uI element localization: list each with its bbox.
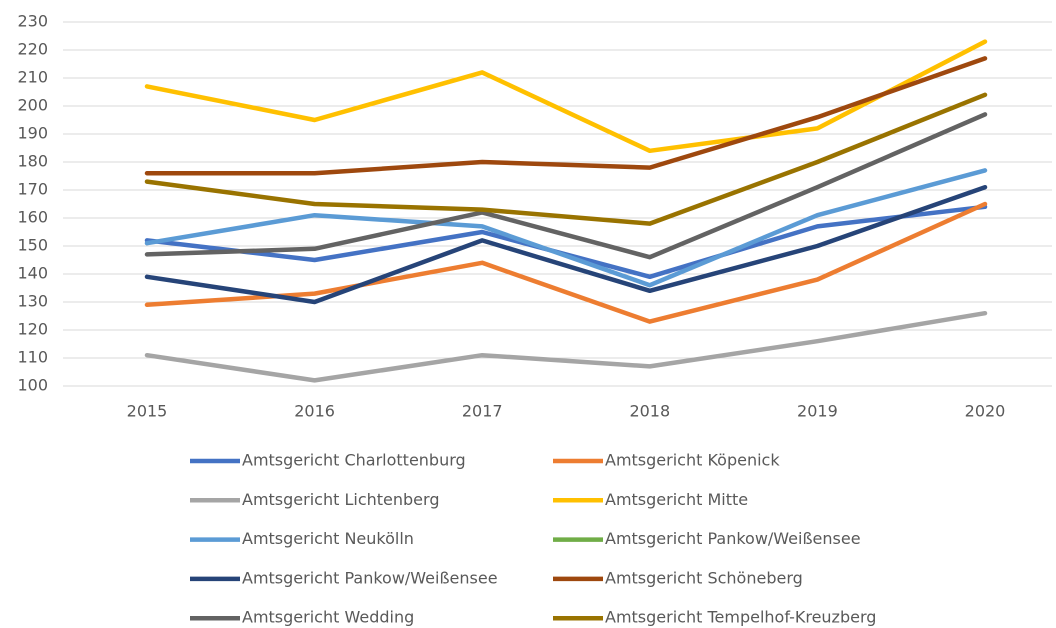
y-tick-label: 210: [17, 68, 48, 87]
series-line: [144, 92, 988, 226]
legend-label: Amtsgericht Lichtenberg: [242, 490, 439, 509]
legend-label: Amtsgericht Neukölln: [242, 529, 414, 548]
legend-label: Amtsgericht Tempelhof-Kreuzberg: [605, 608, 876, 627]
x-tick-label: 2016: [294, 402, 335, 421]
legend-label: Amtsgericht Köpenick: [605, 451, 780, 470]
series-line: [144, 56, 988, 176]
legend-label: Amtsgericht Pankow/Weißensee: [605, 529, 861, 548]
y-tick-label: 170: [17, 180, 48, 199]
y-tick-label: 100: [17, 376, 48, 395]
y-tick-label: 180: [17, 152, 48, 171]
y-tick-label: 200: [17, 96, 48, 115]
series-line: [144, 201, 988, 324]
y-tick-label: 160: [17, 208, 48, 227]
y-tick-label: 150: [17, 236, 48, 255]
y-tick-label: 120: [17, 320, 48, 339]
series-line: [144, 39, 988, 154]
x-tick-label: 2017: [462, 402, 503, 421]
y-tick-label: 130: [17, 292, 48, 311]
series-line: [144, 310, 988, 383]
y-tick-label: 190: [17, 124, 48, 143]
y-tick-label: 220: [17, 40, 48, 59]
series-line: [144, 184, 988, 305]
y-tick-label: 110: [17, 348, 48, 367]
x-tick-label: 2018: [629, 402, 670, 421]
x-tick-label: 2015: [127, 402, 168, 421]
legend-label: Amtsgericht Schöneberg: [605, 568, 803, 587]
legend-label: Amtsgericht Pankow/Weißensee: [242, 568, 498, 587]
legend-label: Amtsgericht Charlottenburg: [242, 451, 466, 470]
legend-label: Amtsgericht Wedding: [242, 608, 414, 627]
y-tick-label: 230: [17, 12, 48, 31]
series-line: [144, 112, 988, 260]
y-tick-label: 140: [17, 264, 48, 283]
x-tick-label: 2020: [965, 402, 1006, 421]
series-line: [144, 168, 988, 288]
x-tick-label: 2019: [797, 402, 838, 421]
legend-label: Amtsgericht Mitte: [605, 490, 748, 509]
